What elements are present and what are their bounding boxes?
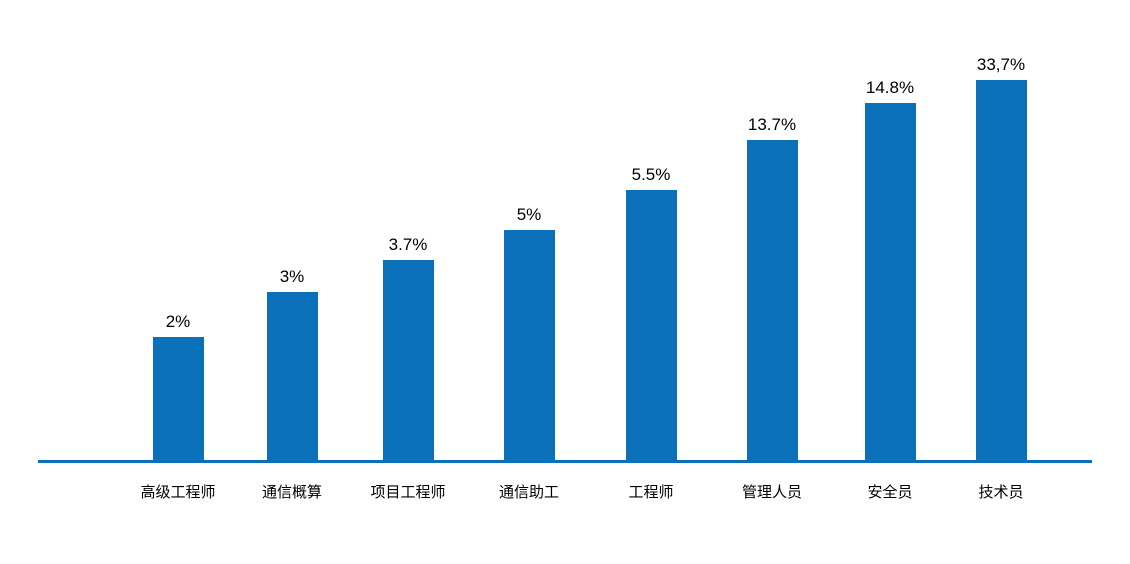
bar-value-label: 2%: [165, 312, 191, 331]
x-axis-line: [38, 460, 1092, 463]
bar: [746, 140, 798, 460]
category-label: 高级工程师: [140, 484, 216, 501]
category-label: 通信概算: [261, 484, 322, 501]
bar-value-label: 5.5%: [631, 165, 671, 184]
bar: [503, 230, 555, 460]
bar: [975, 80, 1027, 460]
category-label: 通信助工: [498, 484, 559, 501]
category-label: 工程师: [628, 484, 674, 501]
bar: [625, 190, 677, 460]
category-label: 项目工程师: [370, 484, 446, 501]
bar: [382, 260, 434, 460]
bar-value-label: 14.8%: [865, 78, 915, 97]
category-label: 安全员: [867, 484, 913, 501]
bar: [152, 337, 204, 460]
bar-value-label: 3.7%: [388, 235, 428, 254]
bar: [266, 292, 318, 460]
bar-value-label: 33,7%: [976, 55, 1026, 74]
category-label: 管理人员: [741, 484, 802, 501]
category-label: 技术员: [978, 484, 1024, 501]
bar-value-label: 5%: [516, 205, 542, 224]
bar-value-label: 13.7%: [747, 115, 797, 134]
bar: [864, 103, 916, 460]
bar-value-label: 3%: [279, 267, 305, 286]
